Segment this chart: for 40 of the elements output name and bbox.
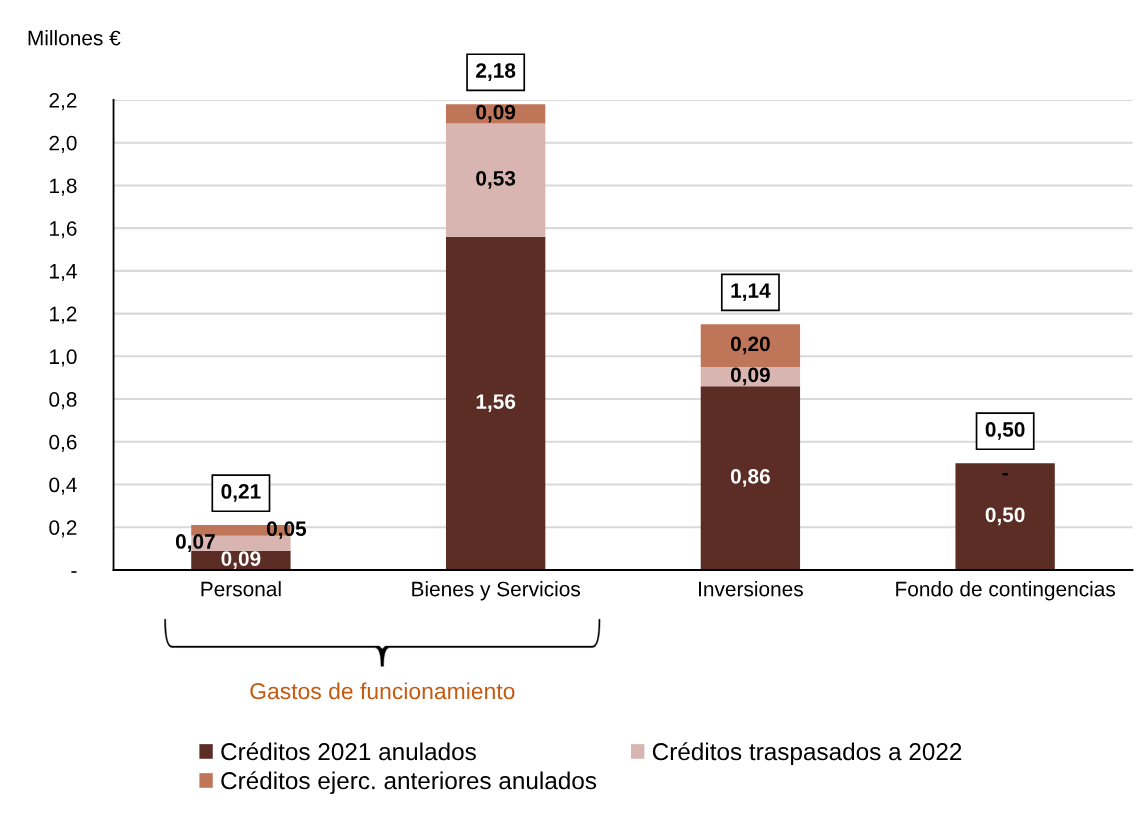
total-label: 0,21 xyxy=(221,484,261,502)
y-tick-label: 1,0 xyxy=(50,349,77,367)
data-label: 0,09 xyxy=(476,104,516,123)
y-tick-label: 0,4 xyxy=(49,477,77,495)
bar xyxy=(445,236,546,570)
text: Gastos de funcionamiento xyxy=(250,682,515,700)
legend-label: Créditos ejerc. anteriores anulados xyxy=(221,771,597,795)
data-label: - xyxy=(1002,473,1008,476)
y-tick-label: 1,4 xyxy=(50,264,77,282)
data-label: 1,56 xyxy=(476,394,516,412)
data-label: 0,09 xyxy=(221,551,261,569)
x-tick-label: Personal xyxy=(201,581,281,597)
x-tick-label: Fondo de contingencias xyxy=(896,581,1115,601)
data-label: 0,07 xyxy=(175,534,215,552)
bar xyxy=(955,463,1055,570)
y-tick-label: 0,2 xyxy=(49,520,77,538)
y-tick-label: 0,6 xyxy=(49,434,77,452)
x-tick-label: Bienes y Servicios xyxy=(412,581,580,601)
y-axis-title: Millones € xyxy=(28,30,121,46)
data-label: 0,86 xyxy=(730,468,770,487)
bar xyxy=(445,123,546,237)
y-tick-label: - xyxy=(71,571,77,573)
legend-label: Créditos traspasados a 2022 xyxy=(652,742,962,766)
legend-label: Créditos 2021 anulados xyxy=(221,742,476,761)
total-label: 0,50 xyxy=(985,422,1025,440)
y-tick-label: 2,2 xyxy=(49,92,77,111)
total-label: 2,18 xyxy=(476,63,516,81)
y-tick-label: 2,0 xyxy=(49,135,77,153)
bar xyxy=(700,324,801,368)
x-tick-label: Inversiones xyxy=(699,581,803,597)
data-label: 0,53 xyxy=(476,170,516,189)
y-tick-label: 1,8 xyxy=(50,178,77,196)
total-label: 1,14 xyxy=(731,283,771,301)
y-tick-label: 1,6 xyxy=(50,221,77,239)
data-label: 0,09 xyxy=(730,367,770,386)
data-label: 0,50 xyxy=(985,507,1025,526)
y-tick-label: 1,2 xyxy=(50,306,77,324)
data-label: 0,20 xyxy=(730,336,770,355)
bar xyxy=(700,386,801,570)
y-tick-label: 0,8 xyxy=(49,392,77,410)
